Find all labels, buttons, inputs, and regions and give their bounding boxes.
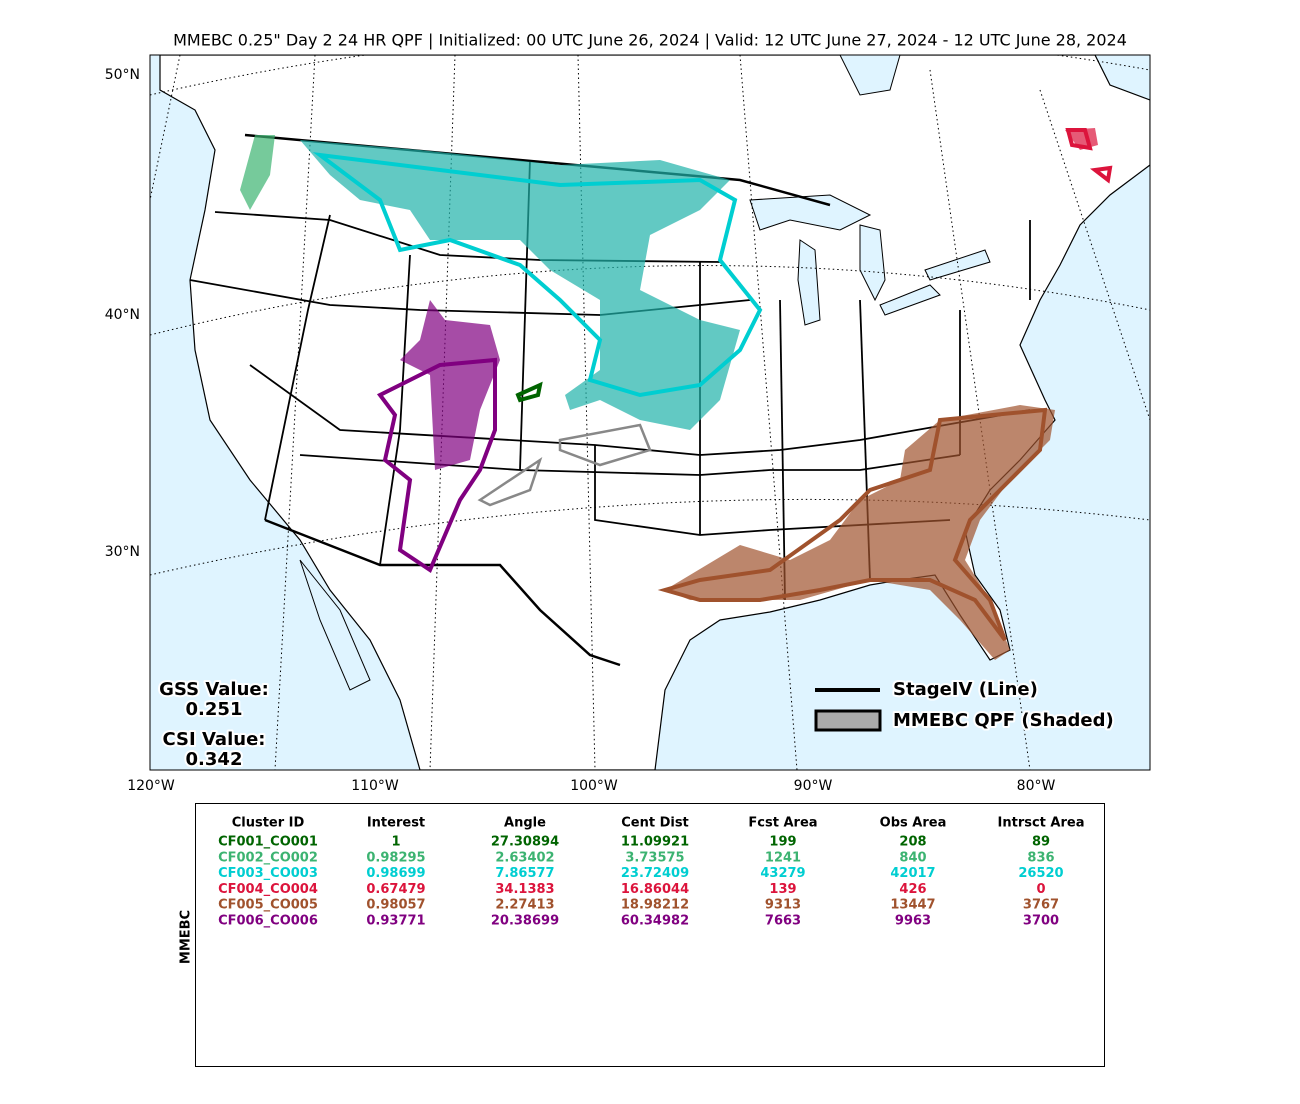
legend-label: StageIV (Line) <box>893 679 1038 700</box>
table-cell: 0.67479 <box>366 882 425 897</box>
score-value: 0.342 <box>186 749 243 770</box>
table-cell: 20.38699 <box>491 914 559 929</box>
table-cell: 426 <box>899 882 926 897</box>
lon-label: 80°W <box>1017 778 1056 794</box>
table-cell: 0.98699 <box>366 866 425 881</box>
lon-label: 100°W <box>570 778 618 794</box>
table-cell: 1 <box>391 835 400 850</box>
column-header: Angle <box>504 816 546 831</box>
column-header: Cent Dist <box>621 816 689 831</box>
table-cell: 0.98057 <box>366 898 425 913</box>
table-cell: CF005_CO005 <box>218 898 318 913</box>
legend-swatch <box>814 709 882 732</box>
table: Cluster ID Interest Angle Cent Dist Fcst Are… <box>218 816 1084 929</box>
table-cell: 9313 <box>765 898 801 913</box>
table-cell: 26520 <box>1018 866 1063 881</box>
table-cell: 34.1383 <box>495 882 554 897</box>
qpf-shaded <box>240 128 1098 660</box>
table-cell: CF001_CO001 <box>218 835 318 850</box>
table-cell: 42017 <box>890 866 935 881</box>
table-cell: 7.86577 <box>495 866 554 881</box>
table-cell: 89 <box>1032 835 1050 850</box>
table-cell: 3.73575 <box>625 850 684 865</box>
table-cell: 3700 <box>1023 914 1059 929</box>
lon-labels: 120°W 110°W 100°W 90°W 80°W <box>127 778 1055 794</box>
table-cell: CF002_CO002 <box>218 850 318 865</box>
table-cell: 199 <box>769 835 796 850</box>
gulf-california <box>299 559 371 691</box>
lat-label: 40°N <box>105 307 140 323</box>
table-frame <box>195 803 1105 1067</box>
column-header: Fcst Area <box>748 816 817 831</box>
table-cell: 11.09921 <box>621 835 689 850</box>
score-label: GSS Value: <box>159 679 269 700</box>
table-cell: 836 <box>1027 850 1054 865</box>
table-cell: CF006_CO006 <box>218 914 318 929</box>
table-cell: 0 <box>1036 882 1045 897</box>
column-header: Obs Area <box>880 816 947 831</box>
table-cell: 3767 <box>1023 898 1059 913</box>
lat-labels: 50°N 40°N 30°N <box>105 67 140 560</box>
table-cell: 2.63402 <box>495 850 554 865</box>
lat-label: 50°N <box>105 67 140 83</box>
map-frame <box>149 54 1151 771</box>
table-cell: 9963 <box>895 914 931 929</box>
table-cell: 0.93771 <box>366 914 425 929</box>
lat-label: 30°N <box>105 544 140 560</box>
table-cell: 2.27413 <box>495 898 554 913</box>
scores: GSS Value:0.251 CSI Value:0.342 <box>157 677 271 772</box>
table-cell: CF004_CO004 <box>218 882 318 897</box>
graticule <box>150 55 1150 770</box>
table-cell: 7663 <box>765 914 801 929</box>
score-label: CSI Value: <box>163 729 266 750</box>
table-cell: 208 <box>899 835 926 850</box>
table-cell: 18.98212 <box>621 898 689 913</box>
table-cell: 1241 <box>765 850 801 865</box>
column-header: Interest <box>367 816 425 831</box>
lon-label: 110°W <box>351 778 399 794</box>
great-lakes <box>749 194 991 326</box>
legend: StageIV (Line) MMEBC QPF (Shaded) <box>814 677 1116 733</box>
column-header: Cluster ID <box>232 816 305 831</box>
table-cell: 43279 <box>760 866 805 881</box>
table-cell: 13447 <box>890 898 935 913</box>
table-side-label: MMEBC <box>179 910 194 964</box>
table-cell: 16.86044 <box>621 882 689 897</box>
hudson-bay <box>839 55 901 96</box>
lon-label: 120°W <box>127 778 175 794</box>
table-cell: 60.34982 <box>621 914 689 929</box>
legend-label: MMEBC QPF (Shaded) <box>893 710 1114 731</box>
column-header: Intrsct Area <box>998 816 1085 831</box>
table-cell: 27.30894 <box>491 835 559 850</box>
lon-label: 90°W <box>794 778 833 794</box>
table-cell: CF003_CO003 <box>218 866 318 881</box>
table-cell: 23.72409 <box>621 866 689 881</box>
map <box>150 55 1150 770</box>
score-value: 0.251 <box>186 699 243 720</box>
table-cell: 139 <box>769 882 796 897</box>
table-cell: 840 <box>899 850 926 865</box>
stageiv-lines <box>312 128 1113 642</box>
map-title: MMEBC 0.25" Day 2 24 HR QPF | Initialize… <box>173 31 1127 50</box>
table-cell: 0.98295 <box>366 850 425 865</box>
